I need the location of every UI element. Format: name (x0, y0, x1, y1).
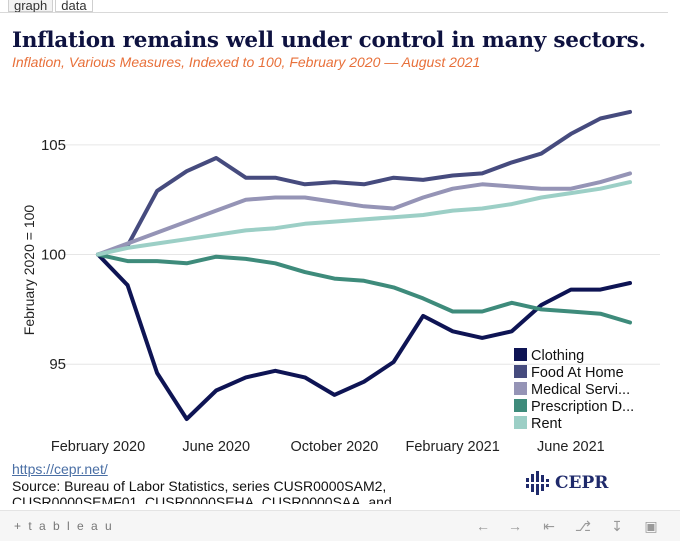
source-note: Source: Bureau of Labor Statistics, seri… (12, 478, 392, 504)
tableau-brand: + t a b l e a u (14, 519, 114, 533)
legend-label: Clothing (531, 348, 584, 364)
view-tabs: graph data (8, 0, 95, 12)
legend-swatch (514, 365, 527, 378)
chart-subtitle: Inflation, Various Measures, Indexed to … (12, 54, 481, 70)
legend-label: Food At Home (531, 365, 624, 381)
legend-label: Prescription D... (531, 399, 634, 415)
y-axis-title: February 2020 = 100 (21, 205, 37, 336)
legend-label: Rent (531, 416, 562, 432)
download-icon[interactable]: ↧ (611, 518, 623, 534)
source-link[interactable]: https://cepr.net/ (12, 461, 108, 477)
x-tick-label: October 2020 (291, 439, 379, 455)
x-tick-label: June 2020 (182, 439, 250, 455)
series-line-prescription-d (96, 252, 632, 325)
tab-data[interactable]: data (55, 0, 93, 12)
line-chart: 95 100 105 February 2020 = 100 February 2020… (21, 109, 660, 455)
x-tick-label: February 2020 (51, 439, 145, 455)
fullscreen-icon[interactable]: ▣ (644, 518, 658, 534)
series-line-rent (96, 180, 632, 257)
legend-swatch (514, 399, 527, 412)
share-icon[interactable]: ⎇ (574, 518, 592, 534)
legend-swatch (514, 382, 527, 395)
legend-swatch (514, 348, 527, 361)
revert-icon[interactable]: ⇤ (543, 518, 555, 534)
x-tick-label: February 2021 (406, 439, 500, 455)
y-tick-label: 100 (41, 247, 66, 264)
legend-swatch (514, 416, 527, 429)
tabs-divider (0, 12, 668, 13)
cepr-logo: CEPR (525, 470, 608, 496)
series-line-food-at-home (96, 109, 632, 257)
legend-label: Medical Servi... (531, 382, 630, 398)
x-tick-label: June 2021 (537, 439, 605, 455)
chart-title: Inflation remains well under control in … (12, 28, 646, 53)
redo-icon[interactable]: → (508, 518, 522, 534)
cepr-logo-text: CEPR (555, 473, 609, 493)
tableau-toolbar: + t a b l e a u ← → ⇤ ⎇ ↧ ▣ (0, 510, 680, 541)
cepr-logo-mark (525, 471, 551, 495)
y-tick-label: 105 (41, 137, 66, 154)
undo-icon[interactable]: ← (476, 518, 490, 534)
tab-graph[interactable]: graph (8, 0, 54, 12)
series-line-medical-servi (96, 171, 632, 257)
series-line-clothing (96, 252, 632, 421)
y-tick-label: 95 (49, 356, 66, 373)
